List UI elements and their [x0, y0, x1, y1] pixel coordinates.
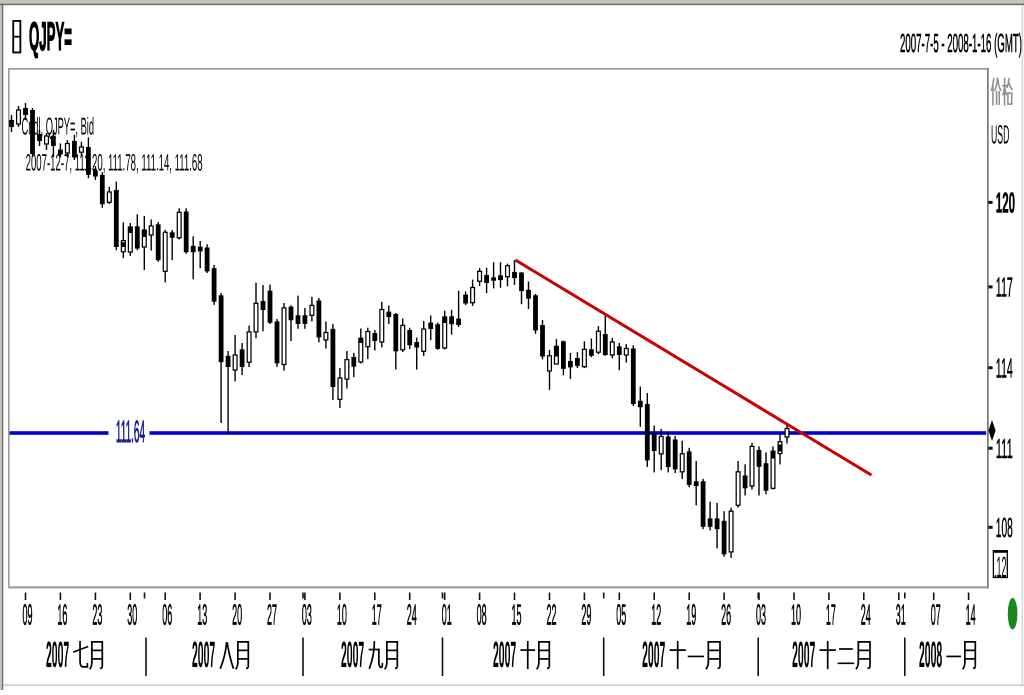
svg-text:12: 12 [997, 551, 1007, 584]
svg-text:10: 10 [337, 599, 347, 631]
svg-text:26: 26 [721, 599, 731, 631]
svg-text:29: 29 [581, 599, 591, 631]
svg-text:2007: 2007 [493, 639, 516, 678]
svg-text:07: 07 [931, 599, 941, 631]
svg-text:2007: 2007 [792, 639, 815, 678]
svg-text:05: 05 [616, 599, 626, 631]
svg-text:17: 17 [826, 599, 836, 631]
svg-text:30: 30 [127, 599, 137, 631]
svg-text:12: 12 [651, 599, 661, 631]
svg-text:QJPY=: QJPY= [29, 14, 72, 59]
svg-text:2007-7-5 - 2008-1-16 (GMT): 2007-7-5 - 2008-1-16 (GMT) [900, 31, 1022, 61]
svg-text:15: 15 [512, 599, 522, 631]
svg-text:2007: 2007 [192, 639, 215, 678]
svg-text:03: 03 [756, 599, 766, 631]
svg-text:22: 22 [547, 599, 557, 631]
svg-text:31: 31 [896, 599, 906, 631]
svg-text:16: 16 [57, 599, 67, 631]
svg-text:120: 120 [996, 190, 1015, 220]
svg-text:108: 108 [996, 515, 1013, 545]
svg-text:2007-12-7, 111.20, 111.78, 111: 2007-12-7, 111.20, 111.78, 111.14, 111.6… [26, 150, 203, 175]
svg-text:27: 27 [267, 599, 277, 631]
svg-text:19: 19 [686, 599, 696, 631]
svg-text:24: 24 [861, 599, 871, 631]
svg-text:14: 14 [966, 599, 976, 631]
svg-text:117: 117 [996, 275, 1013, 305]
svg-text:17: 17 [372, 599, 382, 631]
svg-text:2007: 2007 [341, 639, 364, 678]
svg-text:2008: 2008 [919, 639, 942, 678]
svg-text:10: 10 [791, 599, 801, 631]
svg-text:08: 08 [477, 599, 487, 631]
svg-text:06: 06 [162, 599, 172, 631]
svg-text:23: 23 [92, 599, 102, 631]
svg-text:2007: 2007 [46, 639, 69, 678]
svg-text:03: 03 [302, 599, 312, 631]
svg-text:24: 24 [407, 599, 417, 631]
svg-text:01: 01 [442, 599, 452, 631]
svg-text:13: 13 [197, 599, 207, 631]
svg-text:111: 111 [996, 436, 1013, 466]
svg-text:USD: USD [991, 119, 1009, 149]
svg-text:09: 09 [23, 599, 33, 631]
svg-text:20: 20 [232, 599, 242, 631]
svg-text:111.64: 111.64 [116, 416, 146, 452]
svg-text:114: 114 [996, 356, 1013, 386]
svg-text:2007: 2007 [642, 639, 665, 678]
